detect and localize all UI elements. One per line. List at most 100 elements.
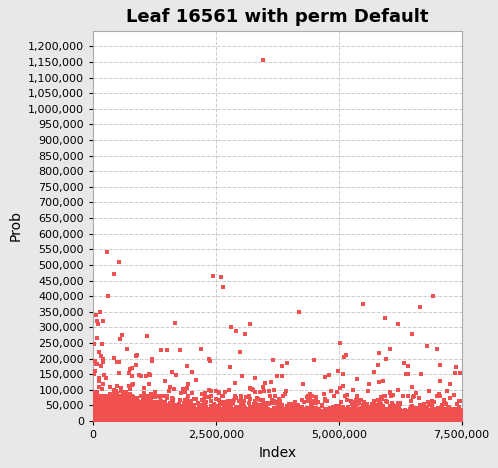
Point <box>448 414 456 422</box>
Point <box>106 413 114 421</box>
Point <box>137 413 145 421</box>
Point <box>101 416 109 424</box>
Point <box>99 416 107 423</box>
Point <box>124 411 132 418</box>
Point <box>170 414 178 422</box>
Point <box>129 417 137 424</box>
Point <box>173 417 181 424</box>
Point <box>108 415 116 422</box>
Point <box>395 411 403 418</box>
Point <box>104 415 112 423</box>
Point <box>103 416 111 423</box>
Point <box>196 417 204 424</box>
Point <box>198 413 206 420</box>
Point <box>106 413 114 421</box>
Point <box>180 414 188 422</box>
Point <box>97 417 105 424</box>
Point <box>105 416 113 424</box>
Point <box>382 416 390 424</box>
Point <box>108 412 116 420</box>
Point <box>102 417 110 424</box>
Point <box>332 413 340 421</box>
Point <box>121 410 129 418</box>
Point <box>96 415 104 422</box>
Point <box>110 411 118 418</box>
Point <box>127 413 135 421</box>
Point <box>96 414 104 422</box>
Point <box>184 417 192 424</box>
Point <box>203 417 211 424</box>
Point <box>104 413 112 421</box>
Point <box>387 417 395 424</box>
Point <box>303 410 311 418</box>
Point <box>136 413 144 421</box>
Point <box>93 415 101 422</box>
Point <box>409 394 417 401</box>
Point <box>142 405 150 413</box>
Point <box>92 412 100 419</box>
Point <box>379 409 387 417</box>
Point <box>94 416 102 423</box>
Point <box>203 417 211 424</box>
Point <box>162 415 170 423</box>
Point <box>180 416 188 423</box>
Point <box>365 404 373 411</box>
Point <box>321 395 329 403</box>
Point <box>357 415 365 423</box>
Point <box>90 410 98 417</box>
Point <box>123 415 131 423</box>
Point <box>109 416 117 424</box>
Point <box>308 416 316 424</box>
Point <box>234 417 242 424</box>
Point <box>142 416 150 423</box>
Point <box>370 416 378 424</box>
Point <box>92 417 100 424</box>
Point <box>98 414 106 421</box>
Point <box>100 412 108 420</box>
Point <box>139 408 147 416</box>
Point <box>233 415 241 423</box>
Point <box>174 412 182 419</box>
Point <box>115 417 123 424</box>
Point <box>342 410 350 417</box>
Point <box>131 405 139 412</box>
Point <box>112 414 120 422</box>
Point <box>164 416 172 423</box>
Point <box>452 417 460 424</box>
Point <box>95 417 103 424</box>
Point <box>104 417 112 425</box>
Point <box>149 417 157 424</box>
Point <box>118 417 126 424</box>
Point <box>107 411 115 418</box>
Point <box>367 410 374 418</box>
Point <box>92 414 100 421</box>
Point <box>90 409 98 416</box>
Point <box>316 415 324 422</box>
Point <box>96 413 104 421</box>
Point <box>109 398 117 406</box>
Point <box>96 407 104 414</box>
Point <box>90 414 98 421</box>
Point <box>415 412 423 419</box>
Point <box>114 415 122 423</box>
Point <box>89 414 97 422</box>
Point <box>139 417 147 424</box>
Point <box>174 416 182 424</box>
Point <box>127 416 135 424</box>
Point <box>391 416 399 424</box>
Point <box>124 414 132 422</box>
Point <box>93 406 101 414</box>
Point <box>95 411 103 418</box>
Point <box>143 412 151 419</box>
Point <box>98 415 106 423</box>
Point <box>422 416 430 424</box>
Point <box>119 414 127 421</box>
Point <box>347 409 355 416</box>
Point <box>95 409 103 417</box>
Point <box>106 415 114 423</box>
Point <box>115 415 123 423</box>
Point <box>265 414 273 422</box>
Point <box>216 406 224 414</box>
Point <box>110 417 118 424</box>
Point <box>373 406 381 414</box>
